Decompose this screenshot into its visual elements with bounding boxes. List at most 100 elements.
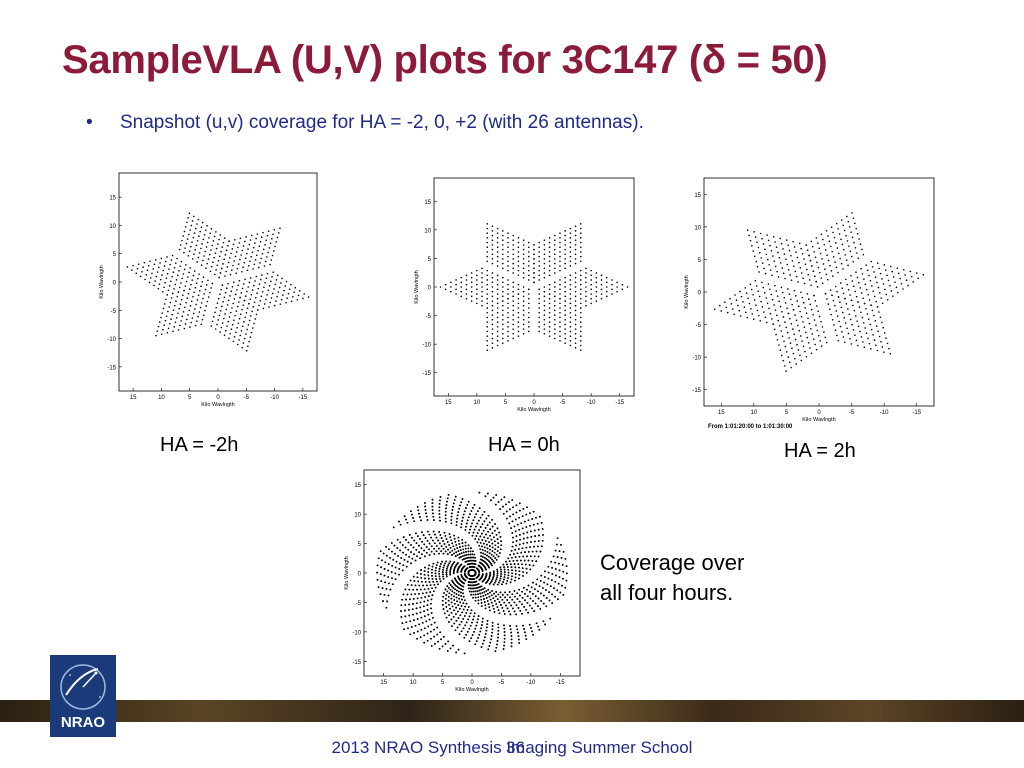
uv-point <box>470 295 473 298</box>
uv-point <box>492 572 495 574</box>
uv-point <box>500 573 503 575</box>
uv-point <box>517 330 520 333</box>
uv-point <box>442 552 445 555</box>
uv-point <box>491 604 494 607</box>
uv-point <box>564 342 566 344</box>
uv-point <box>514 576 517 579</box>
time-range-label: From 1:01:20:00 to 1:01:30:00 <box>708 424 793 430</box>
uv-point <box>600 279 603 281</box>
uv-point <box>784 321 786 324</box>
uv-point <box>175 262 177 264</box>
uv-point <box>419 611 422 614</box>
uv-point <box>528 241 530 244</box>
uv-point <box>211 282 214 285</box>
uv-point <box>491 244 494 246</box>
uv-point <box>210 249 212 251</box>
uv-point <box>780 286 783 289</box>
uv-point <box>195 244 198 247</box>
uv-point <box>512 318 515 321</box>
decorative-band <box>0 700 1024 722</box>
uv-point <box>885 337 887 339</box>
uv-point <box>415 602 418 605</box>
uv-point <box>476 532 479 534</box>
uv-point <box>590 297 592 300</box>
uv-point <box>836 315 839 317</box>
uv-point <box>499 552 501 554</box>
uv-point <box>284 285 287 287</box>
uv-point <box>795 275 798 278</box>
uv-point <box>155 334 157 337</box>
uv-point <box>503 634 506 637</box>
uv-point <box>430 623 433 626</box>
uv-point <box>188 288 191 290</box>
uv-point <box>850 343 853 345</box>
uv-point <box>448 533 451 535</box>
uv-point <box>595 295 598 298</box>
uv-point <box>516 523 519 526</box>
uv-point <box>776 338 779 341</box>
uv-point <box>782 272 785 275</box>
uv-point <box>397 555 399 557</box>
uv-point <box>502 276 504 279</box>
uv-point <box>526 601 529 604</box>
uv-point <box>524 599 526 602</box>
uv-point <box>476 274 478 277</box>
uv-point <box>484 604 487 607</box>
uv-point <box>528 279 530 281</box>
uv-point <box>486 316 489 319</box>
uv-point <box>453 552 455 555</box>
uv-point <box>873 295 876 298</box>
uv-point <box>564 248 566 251</box>
uv-point <box>585 276 587 279</box>
uv-point <box>454 588 457 591</box>
uv-point <box>476 269 478 272</box>
uv-point <box>268 285 271 287</box>
uv-point <box>564 328 566 330</box>
uv-point <box>225 270 227 273</box>
uv-point <box>191 279 194 281</box>
uv-point <box>422 605 425 608</box>
uv-point <box>811 265 813 267</box>
uv-point <box>489 528 492 531</box>
uv-point <box>421 580 423 583</box>
uv-point <box>763 267 765 270</box>
uv-point <box>163 303 166 305</box>
uv-point <box>837 271 839 274</box>
uv-point <box>773 260 776 263</box>
uv-point <box>385 554 388 557</box>
uv-point <box>405 518 407 521</box>
x-tick-label: 0 <box>470 680 474 686</box>
uv-point <box>477 602 480 605</box>
uv-point <box>167 289 170 292</box>
uv-point <box>503 601 506 604</box>
uv-point <box>505 582 508 585</box>
uv-point <box>548 237 551 239</box>
uv-point <box>547 571 550 574</box>
uv-point <box>468 566 471 569</box>
uv-point <box>193 291 195 294</box>
uv-point <box>528 246 530 249</box>
uv-point <box>840 262 843 265</box>
uv-point <box>226 287 228 290</box>
uv-point <box>477 519 480 522</box>
uv-point <box>502 300 504 302</box>
uv-point <box>416 535 419 538</box>
uv-point <box>512 300 515 302</box>
uv-point <box>548 260 551 263</box>
uv-point <box>236 289 238 291</box>
uv-point <box>889 353 892 355</box>
uv-point <box>496 283 499 286</box>
uv-point <box>574 314 577 316</box>
uv-point <box>482 529 485 532</box>
uv-point <box>502 262 504 265</box>
uv-point <box>510 638 513 641</box>
uv-point <box>771 274 773 277</box>
uv-point <box>510 635 513 637</box>
uv-point <box>460 523 463 526</box>
uv-point <box>569 246 572 249</box>
uv-point <box>564 258 566 260</box>
uv-point <box>509 563 512 566</box>
uv-point <box>574 295 577 298</box>
uv-point <box>400 610 402 612</box>
uv-point <box>493 536 495 539</box>
